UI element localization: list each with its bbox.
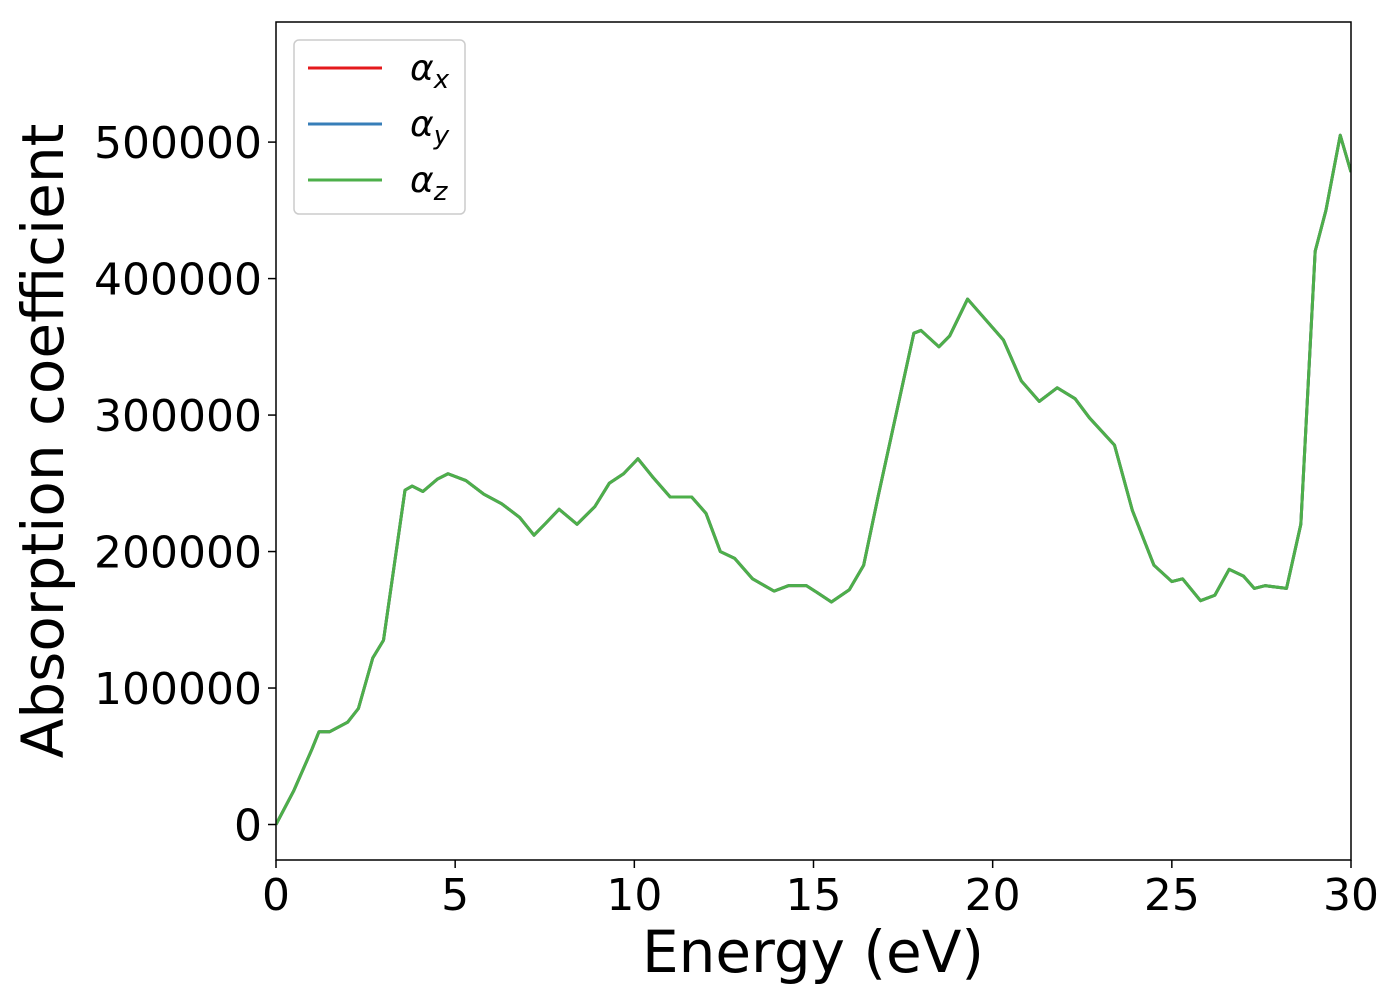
x-tick-label: 15 [786,870,842,921]
legend-label: αy [410,104,450,151]
y-axis-label: Absorption coefficient [9,124,77,759]
x-tick-label: 20 [965,870,1021,921]
legend-label: αx [410,48,450,95]
y-tick-label: 0 [234,801,262,852]
legend-box [293,39,466,215]
y-tick-label: 200000 [94,528,262,579]
plot-frame [275,21,1352,861]
x-tick-label: 5 [441,870,469,921]
y-tick-label: 100000 [94,664,262,715]
x-tick-label: 0 [262,870,290,921]
series-line [276,133,1351,826]
x-tick-label: 25 [1144,870,1200,921]
legend-label: αz [410,160,449,207]
x-tick-label: 10 [606,870,662,921]
y-tick-label: 400000 [94,255,262,306]
y-tick-label: 300000 [94,391,262,442]
x-tick-label: 30 [1323,870,1379,921]
y-tick-label: 500000 [94,118,262,169]
x-axis-label: Energy (eV) [642,918,984,986]
